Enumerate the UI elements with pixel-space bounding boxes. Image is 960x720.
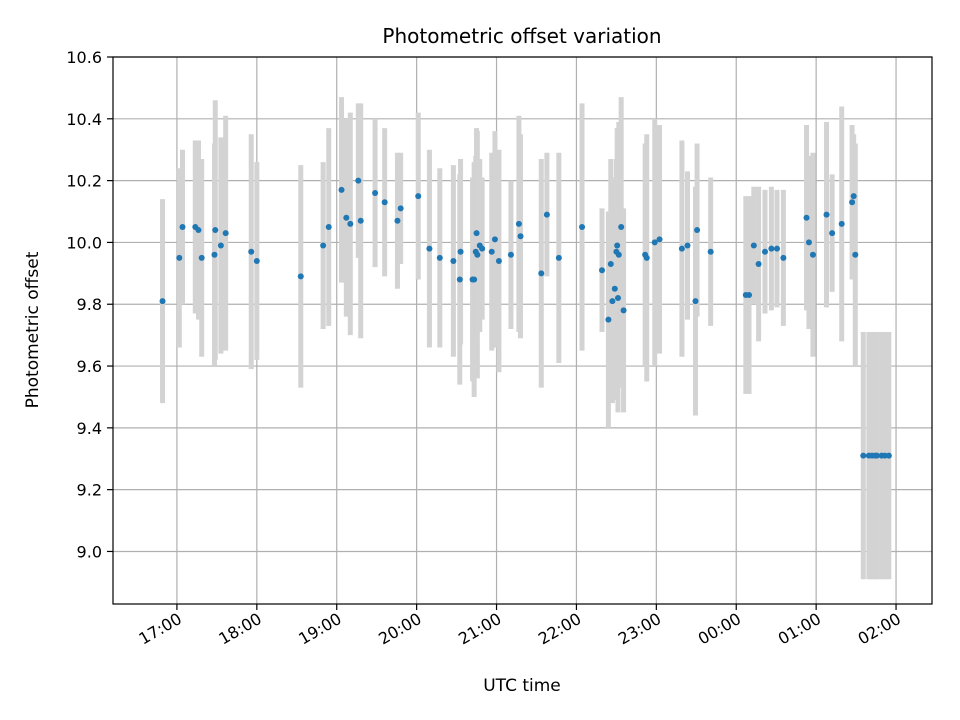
y-tick-label: 10.0	[66, 233, 102, 252]
data-point	[381, 199, 388, 206]
y-tick-label: 9.2	[77, 481, 102, 500]
data-point	[517, 233, 524, 240]
data-point	[860, 452, 867, 459]
data-point	[222, 230, 229, 237]
data-point	[555, 254, 562, 261]
data-point	[394, 217, 401, 224]
data-point	[852, 251, 859, 258]
data-point	[357, 217, 364, 224]
data-point	[211, 251, 218, 258]
data-point	[829, 230, 836, 237]
data-point	[656, 236, 663, 243]
data-point	[338, 186, 345, 193]
y-tick-label: 9.6	[77, 357, 102, 376]
data-point	[849, 199, 856, 206]
data-point	[297, 273, 304, 280]
data-point	[507, 251, 514, 258]
data-point	[415, 193, 422, 200]
data-point	[803, 214, 810, 221]
data-point	[473, 230, 480, 237]
data-point	[773, 245, 780, 252]
data-point	[707, 248, 714, 255]
data-point	[212, 227, 219, 234]
data-point	[678, 245, 685, 252]
data-point	[618, 223, 625, 230]
data-point	[614, 295, 621, 302]
data-point	[694, 227, 701, 234]
data-point	[320, 242, 327, 249]
data-point	[611, 285, 618, 292]
data-point	[450, 257, 457, 264]
data-point	[538, 270, 545, 277]
data-point	[325, 223, 332, 230]
y-tick-label: 10.4	[66, 110, 102, 129]
data-point	[176, 254, 183, 261]
data-point	[692, 298, 699, 305]
y-tick-label: 9.4	[77, 419, 102, 438]
data-point	[615, 251, 622, 258]
data-point	[750, 242, 757, 249]
data-point	[823, 211, 830, 218]
data-point	[755, 261, 762, 268]
data-point	[474, 251, 481, 258]
data-point	[805, 239, 812, 246]
data-point	[609, 298, 616, 305]
x-axis-label: UTC time	[483, 676, 561, 696]
data-point	[426, 245, 433, 252]
data-point	[159, 298, 166, 305]
data-point	[579, 223, 586, 230]
data-point	[515, 220, 522, 227]
data-point	[605, 316, 612, 323]
data-point	[885, 452, 892, 459]
data-point	[179, 223, 186, 230]
data-point	[456, 276, 463, 283]
data-point	[479, 245, 486, 252]
y-tick-label: 9.0	[77, 542, 102, 561]
data-point	[762, 248, 769, 255]
data-point	[491, 236, 498, 243]
data-point	[651, 239, 658, 246]
data-point	[217, 242, 224, 249]
data-point	[809, 251, 816, 258]
data-point	[372, 189, 379, 196]
data-point	[607, 261, 614, 268]
data-point	[253, 257, 260, 264]
data-point	[838, 220, 845, 227]
data-point	[543, 211, 550, 218]
data-point	[599, 267, 606, 274]
data-point	[436, 254, 443, 261]
y-axis-label: Photometric offset	[23, 251, 43, 408]
plot-frame	[112, 56, 933, 605]
data-point	[471, 276, 478, 283]
data-point	[768, 245, 775, 252]
data-point	[643, 254, 650, 261]
data-point	[495, 257, 502, 264]
data-points	[159, 177, 892, 459]
y-tick-label: 10.6	[66, 48, 102, 67]
data-point	[850, 193, 857, 200]
data-point	[355, 177, 362, 184]
chart-title: Photometric offset variation	[382, 24, 661, 48]
data-point	[684, 242, 691, 249]
data-point	[343, 214, 350, 221]
data-point	[397, 205, 404, 212]
data-point	[248, 248, 255, 255]
data-point	[873, 452, 880, 459]
data-point	[620, 307, 627, 314]
data-point	[780, 254, 787, 261]
data-point	[746, 291, 753, 298]
data-point	[347, 220, 354, 227]
y-axis-ticks: 9.0 9.2 9.4 9.6 9.8 10.0 10.2 10.4 10.6	[66, 48, 113, 561]
y-tick-label: 9.8	[77, 295, 102, 314]
data-point	[457, 248, 464, 255]
data-point	[488, 248, 495, 255]
y-tick-label: 10.2	[66, 172, 102, 191]
data-point	[614, 242, 621, 249]
data-point	[195, 227, 202, 234]
data-point	[198, 254, 205, 261]
